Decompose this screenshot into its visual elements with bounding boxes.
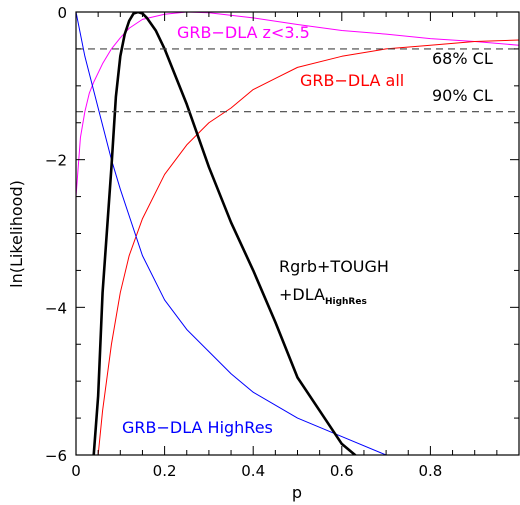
- annotation-grb-dla-z35: GRB−DLA z<3.5: [177, 23, 310, 42]
- series-line-2: [76, 12, 387, 455]
- annotation-dla-highres: +DLAHighRes: [279, 285, 367, 307]
- y-axis-title: ln(Likelihood): [7, 180, 26, 288]
- y-tick-label: −2: [45, 152, 67, 170]
- x-tick-label: 0.2: [153, 462, 177, 480]
- cl-68-label: 68% CL: [432, 49, 493, 68]
- annotation-dla-main: +DLA: [279, 285, 325, 304]
- series-line-0: [76, 12, 519, 198]
- axis-ticks: 0 0.2 0.4 0.6 0.8 −6 −4 −2 0: [45, 4, 520, 480]
- cl-90-label: 90% CL: [432, 86, 493, 105]
- x-tick-label: 0: [71, 462, 81, 480]
- reference-lines: [76, 48, 519, 113]
- annotation-dla-subscript: HighRes: [325, 297, 367, 307]
- plot-frame: [75, 11, 520, 456]
- x-axis-title: p: [292, 483, 302, 502]
- y-tick-label: −6: [45, 447, 67, 465]
- annotation-grb-dla-all: GRB−DLA all: [300, 71, 404, 90]
- annotation-grb-dla-highres: GRB−DLA HighRes: [122, 418, 273, 437]
- curves-layer: [76, 12, 519, 455]
- annotation-rgrb-tough: Rgrb+TOUGH: [279, 257, 389, 276]
- series-line-1: [97, 39, 519, 455]
- y-tick-label: 0: [57, 4, 67, 22]
- x-tick-label: 0.4: [241, 462, 265, 480]
- x-tick-label: 0.8: [418, 462, 442, 480]
- x-tick-label: 0.6: [330, 462, 354, 480]
- series-line-3: [92, 12, 357, 455]
- y-tick-label: −4: [45, 299, 67, 317]
